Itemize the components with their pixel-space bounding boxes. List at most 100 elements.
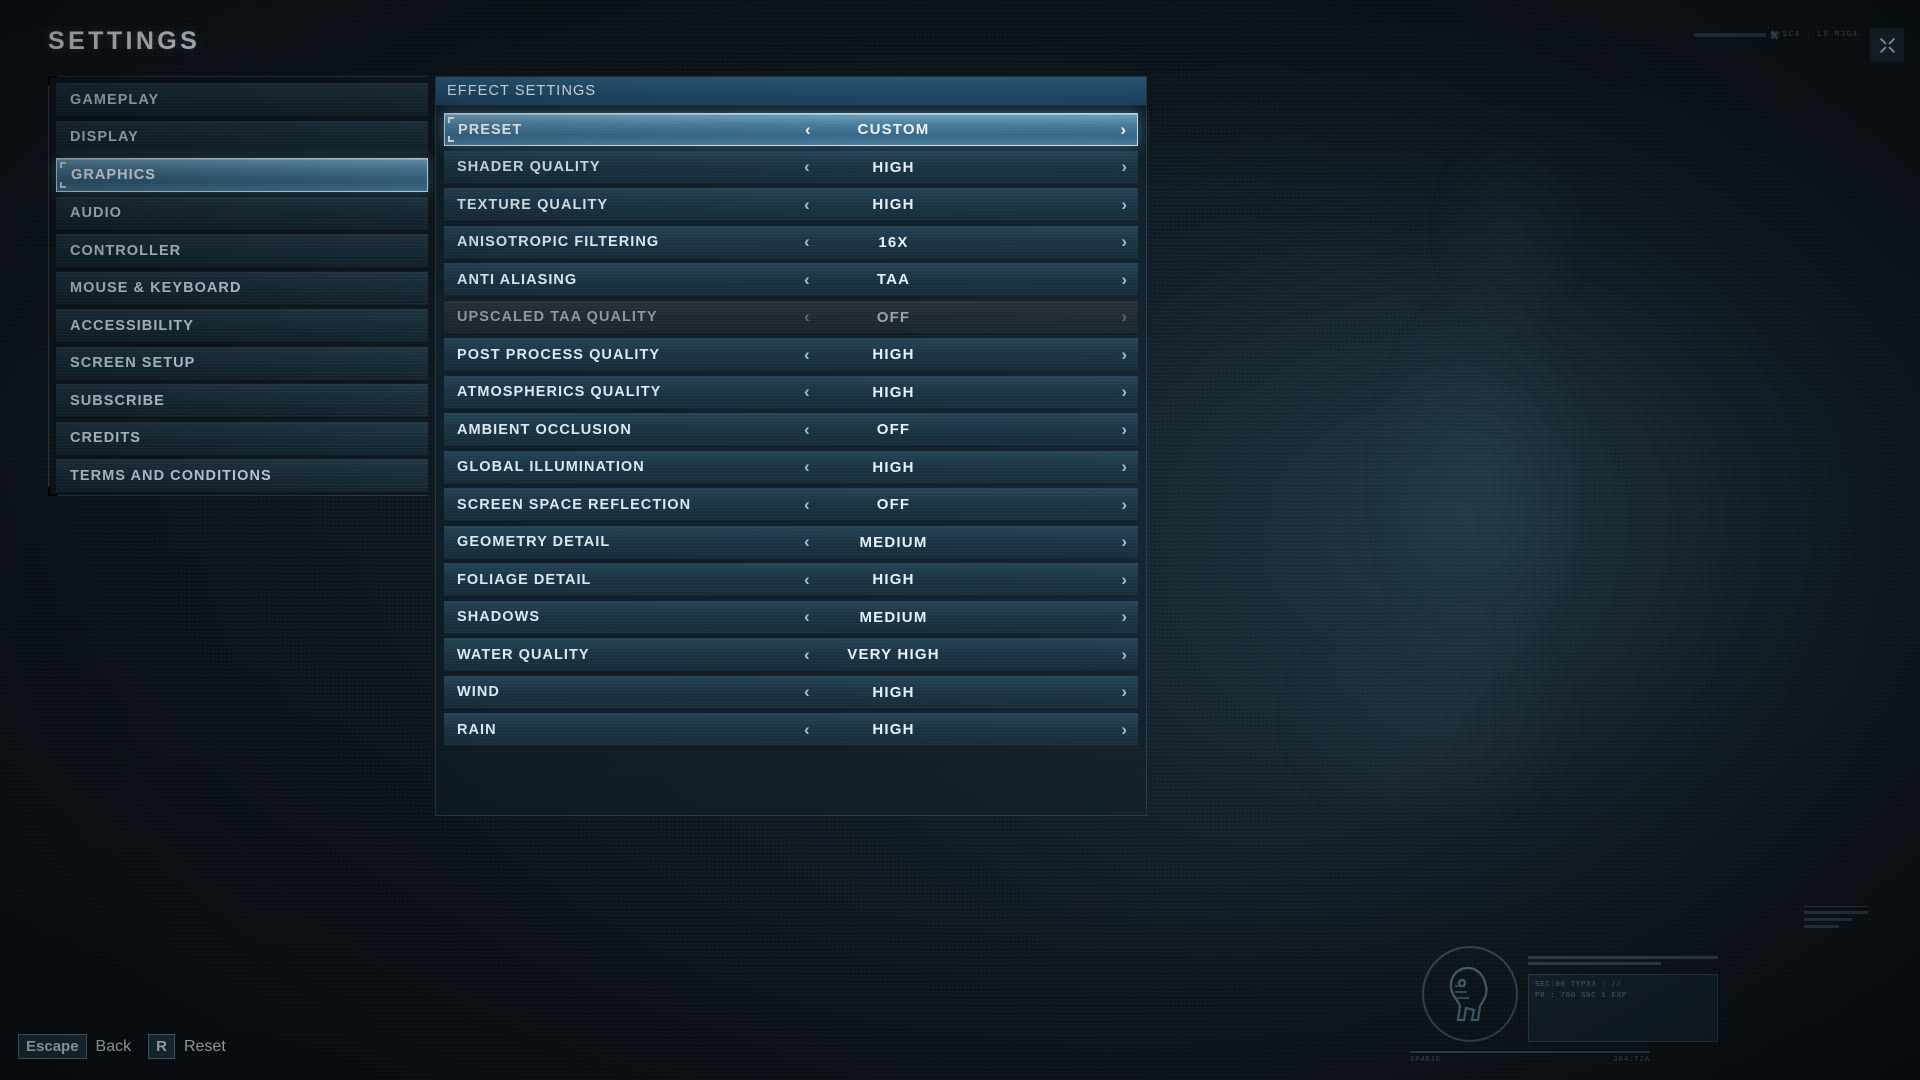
prev-value-chevron-icon[interactable]: ‹ <box>804 644 810 664</box>
settings-row-list: PRESET ‹ CUSTOM › SHADER QUALITY ‹ HIGH … <box>436 106 1146 746</box>
setting-row-shadows[interactable]: SHADOWS ‹ MEDIUM › <box>444 600 1138 634</box>
hud-meter-line <box>1410 1051 1650 1053</box>
next-value-chevron-icon[interactable]: › <box>1121 232 1127 251</box>
sidebar-item-screen-setup[interactable]: SCREEN SETUP <box>56 346 428 380</box>
setting-value: MEDIUM <box>859 608 928 626</box>
escape-keycap[interactable]: Escape <box>18 1034 87 1059</box>
selection-corner-icon <box>60 182 66 188</box>
setting-row-atmospherics-quality[interactable]: ATMOSPHERICS QUALITY ‹ HIGH › <box>444 375 1138 409</box>
hud-bar <box>1693 32 1766 37</box>
setting-label: ANISOTROPIC FILTERING <box>457 234 660 250</box>
setting-row-ambient-occlusion[interactable]: AMBIENT OCCLUSION ‹ OFF › <box>444 413 1138 446</box>
sidebar-item-mouse-keyboard[interactable]: MOUSE & KEYBOARD <box>56 271 428 305</box>
prev-value-chevron-icon[interactable]: ‹ <box>804 569 810 589</box>
setting-value: TAA <box>876 271 911 288</box>
prev-value-chevron-icon[interactable]: ‹ <box>804 157 810 176</box>
sidebar-item-graphics[interactable]: GRAPHICS <box>56 158 428 192</box>
setting-row-anisotropic-filtering[interactable]: ANISOTROPIC FILTERING ‹ 16X › <box>444 225 1138 259</box>
r-keycap[interactable]: R <box>148 1034 175 1059</box>
prev-value-chevron-icon[interactable]: ‹ <box>804 682 810 701</box>
prev-value-chevron-icon[interactable]: ‹ <box>804 344 810 364</box>
setting-row-anti-aliasing[interactable]: ANTI ALIASING ‹ TAA › <box>444 263 1138 296</box>
setting-row-preset[interactable]: PRESET ‹ CUSTOM › <box>444 113 1138 146</box>
jurassic-world-logo <box>1422 946 1518 1042</box>
sidebar-item-controller[interactable]: CONTROLLER <box>56 234 428 267</box>
setting-row-texture-quality[interactable]: TEXTURE QUALITY ‹ HIGH › <box>444 188 1138 221</box>
setting-value: HIGH <box>872 158 915 176</box>
setting-row-foliage-detail[interactable]: FOLIAGE DETAIL ‹ HIGH › <box>444 563 1138 596</box>
prev-value-chevron-icon[interactable]: ‹ <box>805 119 811 139</box>
prev-value-chevron-icon[interactable]: ‹ <box>804 382 810 401</box>
hud-grid-line <box>1804 918 1852 921</box>
page-title: SETTINGS <box>48 27 201 55</box>
sidebar-item-label: SCREEN SETUP <box>70 355 196 371</box>
setting-value: OFF <box>876 421 911 438</box>
sidebar-item-accessibility[interactable]: ACCESSIBILITY <box>56 309 428 342</box>
sidebar-item-label: ACCESSIBILITY <box>70 317 195 334</box>
hud-code-line: PR : 760 SNC 1 EXP <box>1535 992 1627 1001</box>
close-icon <box>1879 37 1895 53</box>
next-value-chevron-icon[interactable]: › <box>1121 419 1127 439</box>
setting-value: HIGH <box>872 683 915 701</box>
hud-grid <box>1804 906 1868 940</box>
close-button[interactable] <box>1870 28 1904 62</box>
setting-label: ATMOSPHERICS QUALITY <box>457 384 662 400</box>
setting-row-global-illumination[interactable]: GLOBAL ILLUMINATION ‹ HIGH › <box>444 450 1138 484</box>
sidebar-item-label: GAMEPLAY <box>70 91 160 108</box>
setting-row-screen-space-reflection[interactable]: SCREEN SPACE REFLECTION ‹ OFF › <box>444 488 1138 521</box>
setting-row-wind[interactable]: WIND ‹ HIGH › <box>444 675 1138 709</box>
sidebar-corner-top-left <box>48 76 57 85</box>
sidebar-item-credits[interactable]: CREDITS <box>56 421 428 455</box>
next-value-chevron-icon[interactable]: › <box>1121 269 1127 289</box>
footer-hints: Escape Back R Reset <box>18 1034 234 1059</box>
back-label: Back <box>95 1037 132 1055</box>
hud-top-tag: N-SC4 - L8 M3G4 <box>1693 30 1858 39</box>
setting-row-water-quality[interactable]: WATER QUALITY ‹ VERY HIGH › <box>444 638 1138 671</box>
setting-row-shader-quality[interactable]: SHADER QUALITY ‹ HIGH › <box>444 150 1138 184</box>
next-value-chevron-icon[interactable]: › <box>1121 194 1127 214</box>
next-value-chevron-icon[interactable]: › <box>1121 494 1127 514</box>
reset-label: Reset <box>183 1037 226 1055</box>
hud-top-code: N-SC4 - L8 M3G4 <box>1770 30 1858 39</box>
next-value-chevron-icon[interactable]: › <box>1121 344 1127 364</box>
sidebar-item-terms-and-conditions[interactable]: TERMS AND CONDITIONS <box>56 459 428 492</box>
effect-settings-panel: EFFECT SETTINGS PRESET ‹ CUSTOM › SHADER… <box>435 76 1147 816</box>
prev-value-chevron-icon[interactable]: ‹ <box>804 232 810 251</box>
prev-value-chevron-icon[interactable]: ‹ <box>804 532 810 551</box>
prev-value-chevron-icon[interactable]: ‹ <box>804 607 810 626</box>
setting-row-post-process-quality[interactable]: POST PROCESS QUALITY ‹ HIGH › <box>444 338 1138 371</box>
next-value-chevron-icon[interactable]: › <box>1121 457 1127 476</box>
hud-bottom-right: SEC:00 TYP33 : // PR : 760 SNC 1 EXP SP4… <box>1400 830 1920 1080</box>
next-value-chevron-icon[interactable]: › <box>1121 157 1127 176</box>
prev-value-chevron-icon[interactable]: ‹ <box>804 194 810 214</box>
background-silhouette <box>1180 60 1800 820</box>
next-value-chevron-icon[interactable]: › <box>1121 719 1127 739</box>
next-value-chevron-icon[interactable]: › <box>1121 532 1127 551</box>
next-value-chevron-icon[interactable]: › <box>1121 682 1127 701</box>
sidebar-item-gameplay[interactable]: GAMEPLAY <box>56 83 428 116</box>
next-value-chevron-icon[interactable]: › <box>1121 607 1127 626</box>
setting-label: UPSCALED TAA QUALITY <box>457 309 658 325</box>
next-value-chevron-icon[interactable]: › <box>1121 382 1127 401</box>
setting-label: GEOMETRY DETAIL <box>457 534 611 550</box>
next-value-chevron-icon[interactable]: › <box>1121 569 1127 589</box>
next-value-chevron-icon[interactable]: › <box>1121 644 1127 664</box>
settings-category-sidebar: GAMEPLAY DISPLAY GRAPHICS AUDIO CONTROLL… <box>48 76 428 496</box>
prev-value-chevron-icon[interactable]: ‹ <box>804 457 810 476</box>
selection-corner-icon <box>448 136 454 142</box>
sidebar-item-audio[interactable]: AUDIO <box>56 196 428 230</box>
prev-value-chevron-icon[interactable]: ‹ <box>804 719 810 739</box>
sidebar-item-label: AUDIO <box>70 205 122 221</box>
setting-label: WATER QUALITY <box>457 646 590 663</box>
setting-row-geometry-detail[interactable]: GEOMETRY DETAIL ‹ MEDIUM › <box>444 525 1138 559</box>
sidebar-item-subscribe[interactable]: SUBSCRIBE <box>56 384 428 417</box>
sidebar-item-display[interactable]: DISPLAY <box>56 120 428 154</box>
next-value-chevron-icon[interactable]: › <box>1120 119 1126 139</box>
prev-value-chevron-icon[interactable]: ‹ <box>804 269 810 289</box>
prev-value-chevron-icon[interactable]: ‹ <box>804 419 810 439</box>
setting-row-rain[interactable]: RAIN ‹ HIGH › <box>444 713 1138 746</box>
prev-value-chevron-icon[interactable]: ‹ <box>804 494 810 514</box>
hud-grid-line <box>1804 911 1868 914</box>
setting-row-upscaled-taa-quality: UPSCALED TAA QUALITY ‹ OFF › <box>444 300 1138 334</box>
